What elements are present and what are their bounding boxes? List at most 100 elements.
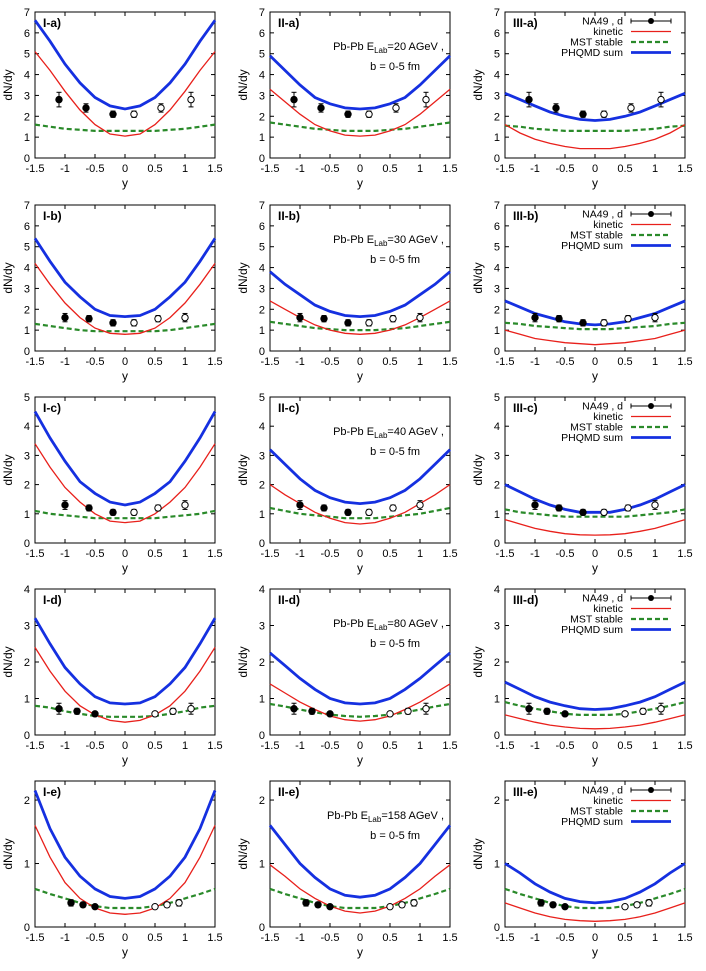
x-tick-label: 0 (592, 163, 598, 175)
y-tick-label: 4 (24, 584, 30, 596)
y-tick-label: 4 (24, 263, 30, 275)
x-tick-label: -0.5 (86, 163, 105, 175)
x-axis-label: y (357, 561, 363, 575)
x-tick-label: 1.5 (207, 740, 222, 752)
panel-i-a: 0 1 2 3 4 5 6 7 -1.5 -1 -0.5 0 0.5 1 1.5 y dN/dy I-a) (1, 7, 223, 190)
x-tick-label: -1 (530, 740, 540, 752)
annotation-energy: =20 AGeV , (387, 41, 444, 53)
panel-label: I-e) (43, 785, 61, 799)
x-tick-label: 1.5 (207, 356, 222, 368)
mst-stable-line (504, 508, 686, 518)
na49-point-filled (344, 319, 352, 327)
x-tick-label: 1 (182, 740, 188, 752)
na49-point-open (651, 313, 659, 322)
panel-ii-e: 0 1 2 -1.5 -1 -0.5 0 0.5 1 1.5 y dN/dy II-e) Pb-Pb EL… (236, 780, 458, 959)
na49-point-open (600, 110, 608, 118)
x-axis-label: y (592, 176, 598, 190)
panel-iii-a: 0 1 2 3 4 5 6 7 -1.5 -1 -0.5 0 0.5 1 1.5 y dN/dy III-a) NA… (471, 7, 693, 190)
na49-point-open (151, 902, 159, 911)
y-tick-label: 1 (259, 325, 265, 337)
na49-point-open (422, 705, 430, 713)
na49-point-filled (555, 314, 563, 323)
x-axis-label: y (592, 561, 598, 575)
na49-point-open (657, 705, 665, 713)
y-tick-label: 7 (24, 7, 30, 19)
y-tick-label: 0 (259, 922, 265, 934)
na49-point-filled (555, 504, 563, 512)
na49-point-filled (314, 901, 322, 909)
na49-point-filled (61, 313, 69, 322)
y-tick-label: 2 (24, 480, 30, 492)
y-tick-label: 3 (494, 450, 500, 462)
y-tick-label: 2 (259, 111, 265, 123)
x-tick-label: 1 (417, 932, 423, 944)
plot-frame (269, 588, 451, 736)
annotation-system-text: Pb-Pb E (333, 41, 374, 53)
panel-iii-e: 0 1 2 -1.5 -1 -0.5 0 0.5 1 1.5 y dN/dy III-e) NA49 , … (471, 780, 693, 959)
annotation-system: Pb-Pb ELab=158 AGeV , (327, 810, 444, 824)
x-tick-label: 0.5 (617, 932, 632, 944)
y-axis-label: dN/dy (236, 262, 250, 293)
x-tick-label: 1 (182, 356, 188, 368)
x-axis-label: y (592, 369, 598, 383)
na49-point-open (187, 95, 195, 104)
na49-point-filled (543, 707, 551, 715)
legend-label: kinetic (593, 26, 623, 38)
x-tick-label: 1 (417, 548, 423, 560)
x-axis-label: y (592, 945, 598, 959)
legend-data-marker (648, 18, 654, 24)
x-tick-label: -1.5 (261, 163, 280, 175)
x-tick-label: -1.5 (496, 548, 515, 560)
x-tick-label: -1 (60, 740, 70, 752)
y-tick-label: 2 (24, 111, 30, 123)
y-tick-label: 2 (259, 304, 265, 316)
y-tick-label: 5 (494, 392, 500, 404)
annotation-energy: =30 AGeV , (387, 234, 444, 246)
kinetic-line (34, 825, 216, 915)
annotation-energy: =40 AGeV , (387, 426, 444, 438)
x-tick-label: -1 (60, 163, 70, 175)
y-tick-label: 7 (494, 7, 500, 19)
legend-label: PHQMD sum (561, 240, 623, 252)
na49-point-open (181, 501, 189, 509)
legend-data-marker (648, 211, 654, 217)
y-tick-label: 0 (259, 153, 265, 165)
y-tick-label: 6 (259, 221, 265, 233)
na49-point-open (389, 314, 397, 323)
panel-label: I-d) (43, 593, 62, 607)
kinetic-line (34, 647, 216, 723)
phqmd-sum-line (269, 270, 451, 319)
annotation-energy: =158 AGeV , (381, 810, 444, 822)
x-tick-label: -1.5 (496, 356, 515, 368)
na49-point-filled (326, 902, 334, 911)
legend-label: NA49 , d (582, 209, 623, 221)
y-tick-label: 4 (494, 584, 500, 596)
y-tick-label: 0 (24, 538, 30, 550)
x-tick-label: -1.5 (26, 932, 45, 944)
y-tick-label: 3 (259, 450, 265, 462)
x-tick-label: 0.5 (617, 740, 632, 752)
na49-point-filled (302, 899, 310, 907)
x-tick-label: -0.5 (556, 740, 575, 752)
y-tick-label: 2 (259, 480, 265, 492)
panel-label: III-b) (513, 209, 538, 223)
kinetic-line (34, 443, 216, 524)
phqmd-sum-line (504, 862, 686, 905)
y-tick-label: 4 (494, 421, 500, 433)
panel-i-c: 0 1 2 3 4 5 -1.5 -1 -0.5 0 0.5 1 1.5 y dN/dy I-c) (1, 392, 223, 575)
na49-point-open (386, 902, 394, 911)
x-tick-label: -0.5 (321, 548, 340, 560)
legend-label: kinetic (593, 603, 623, 615)
panel-ii-d: 0 1 2 3 4 -1.5 -1 -0.5 0 0.5 1 1.5 y dN/dy II-d) Pb-Pb … (236, 584, 458, 767)
x-tick-label: 0.5 (147, 932, 162, 944)
x-tick-label: -1 (60, 356, 70, 368)
phqmd-sum-line (269, 448, 451, 506)
x-tick-label: 1.5 (442, 932, 457, 944)
na49-point-open (398, 901, 406, 909)
panel-label: III-a) (513, 16, 538, 30)
na49-point-filled (308, 707, 316, 715)
y-tick-label: 6 (24, 221, 30, 233)
y-tick-label: 2 (259, 657, 265, 669)
y-tick-label: 0 (494, 922, 500, 934)
